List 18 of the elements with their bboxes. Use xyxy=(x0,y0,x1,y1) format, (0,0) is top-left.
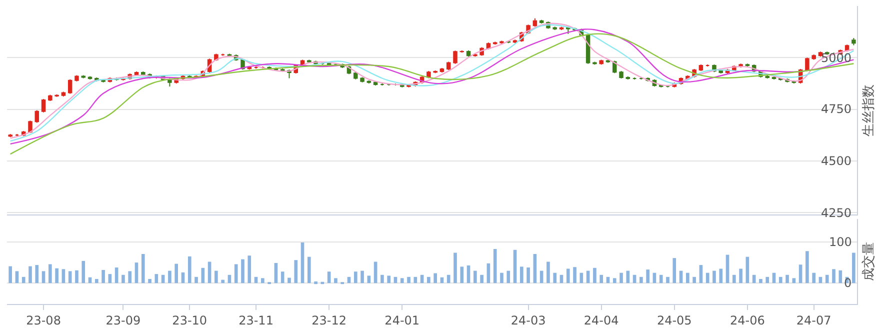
y-tick-label: 0 xyxy=(844,276,852,290)
x-tick-label: 23-08 xyxy=(26,313,61,328)
y-tick-label: 100 xyxy=(829,235,852,249)
x-tick-label: 24-07 xyxy=(796,313,832,328)
x-tick-label: 24-01 xyxy=(384,313,420,328)
x-tick-label: 23-10 xyxy=(172,313,208,328)
x-tick-label: 24-04 xyxy=(584,313,619,328)
x-tick-label: 23-12 xyxy=(312,313,347,328)
y-axis-title: 生丝指数 xyxy=(862,84,877,136)
y-tick-label: 4250 xyxy=(821,206,852,220)
y-axis-title: 成交量 xyxy=(860,242,877,282)
x-tick-label: 24-06 xyxy=(730,313,765,328)
x-tick-label: 23-09 xyxy=(106,313,141,328)
x-tick-label: 24-03 xyxy=(510,313,546,328)
y-tick-label: 4750 xyxy=(821,102,852,116)
x-tick-label: 24-05 xyxy=(656,313,692,328)
x-tick-label: 23-11 xyxy=(238,313,274,328)
y-tick-label: 4500 xyxy=(821,154,852,168)
